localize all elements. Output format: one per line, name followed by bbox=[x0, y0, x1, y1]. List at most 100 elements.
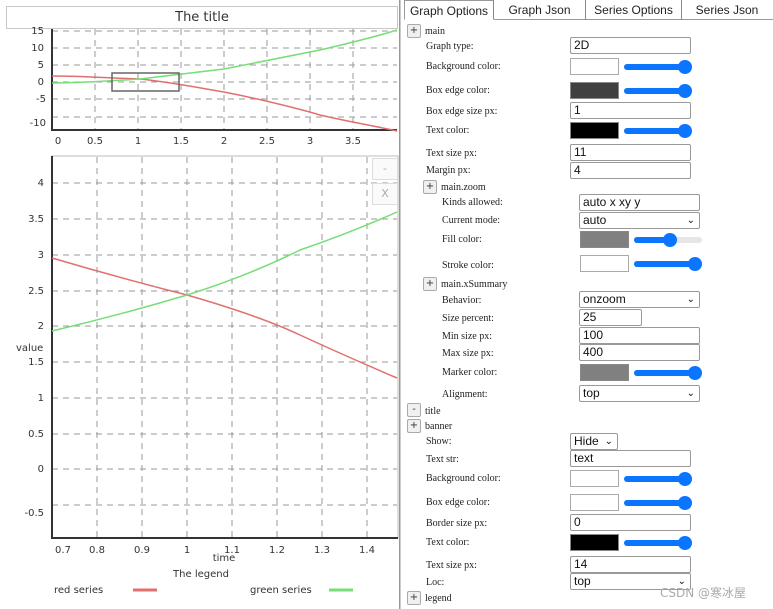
red-series-line bbox=[51, 257, 398, 379]
legend-label-red: red series bbox=[54, 585, 103, 596]
main-chart[interactable]: 4 3.5 3 2.5 2 1.5 1 0.5 0 -0.5 value 0.7… bbox=[16, 155, 399, 564]
summary-y-tick: -10 bbox=[30, 118, 46, 129]
text-str-label: Text str: bbox=[426, 454, 459, 465]
chart-title: The title bbox=[6, 6, 398, 29]
graph-type-input[interactable]: 2D bbox=[570, 37, 691, 54]
min-size-input[interactable]: 100 bbox=[579, 327, 700, 344]
banner-background-opacity-slider[interactable] bbox=[624, 472, 692, 486]
border-size-input[interactable]: 0 bbox=[570, 514, 691, 531]
text-color-label: Text color: bbox=[426, 125, 470, 136]
current-mode-select[interactable]: auto ⌄ bbox=[579, 212, 700, 229]
banner-text-size-input[interactable]: 14 bbox=[570, 556, 691, 573]
main-y-tick: 0.5 bbox=[28, 429, 44, 440]
summary-y-tick: 5 bbox=[38, 60, 44, 71]
summary-y-tick: -5 bbox=[36, 94, 46, 105]
collapse-title-button[interactable]: - bbox=[407, 403, 421, 417]
max-size-label: Max size px: bbox=[442, 348, 494, 359]
chevron-down-icon: ⌄ bbox=[677, 576, 686, 587]
main-y-tick: 2.5 bbox=[28, 286, 44, 297]
text-str-input[interactable]: text bbox=[570, 450, 691, 467]
size-percent-input[interactable]: 25 bbox=[579, 309, 642, 326]
legend: The legend red series green series bbox=[54, 569, 353, 596]
box-edge-color-label: Box edge color: bbox=[426, 85, 490, 96]
behavior-select[interactable]: onzoom ⌄ bbox=[579, 291, 700, 308]
background-opacity-slider[interactable] bbox=[624, 60, 692, 74]
chevron-down-icon: ⌄ bbox=[686, 294, 695, 305]
banner-text-opacity-slider[interactable] bbox=[624, 536, 692, 550]
legend-title: The legend bbox=[172, 569, 229, 580]
marker-color-swatch[interactable] bbox=[580, 364, 629, 381]
tab-series-json[interactable]: Series Json bbox=[695, 3, 759, 17]
alignment-value: top bbox=[583, 386, 600, 400]
border-size-label: Border size px: bbox=[426, 518, 488, 529]
show-select[interactable]: Hide ⌄ bbox=[570, 433, 618, 450]
legend-label-green: green series bbox=[250, 585, 312, 596]
fill-opacity-slider[interactable] bbox=[634, 233, 702, 247]
main-x-tick: 1.2 bbox=[269, 545, 285, 556]
expand-banner-button[interactable]: + bbox=[407, 419, 421, 433]
text-color-swatch[interactable] bbox=[570, 122, 619, 139]
green-series-line bbox=[51, 211, 398, 332]
kinds-allowed-label: Kinds allowed: bbox=[442, 197, 503, 208]
graph-type-label: Graph type: bbox=[426, 41, 474, 52]
summary-x-tick: 1.5 bbox=[173, 136, 189, 147]
banner-text-color-label: Text color: bbox=[426, 537, 470, 548]
behavior-label: Behavior: bbox=[442, 295, 482, 306]
chevron-down-icon: ⌄ bbox=[686, 388, 695, 399]
panel-divider[interactable] bbox=[399, 0, 401, 609]
marker-color-label: Marker color: bbox=[442, 367, 498, 378]
main-y-tick: 1 bbox=[38, 393, 44, 404]
banner-box-edge-opacity-slider[interactable] bbox=[624, 496, 692, 510]
text-opacity-slider[interactable] bbox=[624, 124, 692, 138]
summary-y-tick: 0 bbox=[38, 77, 44, 88]
box-edge-size-input[interactable]: 1 bbox=[570, 102, 691, 119]
background-color-swatch[interactable] bbox=[570, 58, 619, 75]
stroke-opacity-slider[interactable] bbox=[634, 257, 702, 271]
box-edge-color-swatch[interactable] bbox=[570, 82, 619, 99]
banner-background-color-swatch[interactable] bbox=[570, 470, 619, 487]
fill-color-swatch[interactable] bbox=[580, 231, 629, 248]
alignment-select[interactable]: top ⌄ bbox=[579, 385, 700, 402]
summary-x-tick: 0 bbox=[55, 136, 61, 147]
summary-x-tick: 3.5 bbox=[345, 136, 361, 147]
margin-input[interactable]: 4 bbox=[570, 162, 691, 179]
loc-select[interactable]: top ⌄ bbox=[570, 573, 691, 590]
min-size-label: Min size px: bbox=[442, 331, 492, 342]
current-mode-value: auto bbox=[583, 213, 607, 227]
banner-box-edge-color-swatch[interactable] bbox=[570, 494, 619, 511]
tab-graph-json[interactable]: Graph Json bbox=[494, 0, 586, 20]
expand-legend-button[interactable]: + bbox=[407, 591, 421, 605]
summary-x-tick: 2 bbox=[221, 136, 227, 147]
banner-text-color-swatch[interactable] bbox=[570, 534, 619, 551]
main-x-tick: 1.4 bbox=[359, 545, 375, 556]
chart-close-button[interactable]: X bbox=[372, 183, 398, 205]
main-x-tick: 0.9 bbox=[134, 545, 150, 556]
size-percent-label: Size percent: bbox=[442, 313, 494, 324]
tab-graph-options[interactable]: Graph Options bbox=[404, 0, 494, 20]
box-edge-opacity-slider[interactable] bbox=[624, 84, 692, 98]
chevron-down-icon: ⌄ bbox=[604, 436, 613, 447]
show-value: Hide bbox=[574, 434, 599, 448]
chart-minimize-button[interactable]: - bbox=[372, 158, 398, 180]
options-panel: Graph Options Graph Json Series Options … bbox=[402, 0, 773, 609]
marker-opacity-slider[interactable] bbox=[634, 366, 702, 380]
tab-series-options[interactable]: Series Options bbox=[586, 0, 682, 20]
loc-value: top bbox=[574, 574, 591, 588]
main-x-tick: 1.3 bbox=[314, 545, 330, 556]
y-axis-label: value bbox=[16, 343, 43, 354]
summary-y-tick: 15 bbox=[31, 26, 44, 37]
stroke-color-label: Stroke color: bbox=[442, 260, 494, 271]
zoom-box-marker bbox=[111, 72, 180, 92]
stroke-color-swatch[interactable] bbox=[580, 255, 629, 272]
summary-chart[interactable]: 15 10 5 0 -5 -10 0 0.5 1 1.5 2 2.5 3 3.5 bbox=[30, 26, 398, 147]
main-x-tick: 0.8 bbox=[89, 545, 105, 556]
kinds-allowed-input[interactable]: auto x xy y bbox=[579, 194, 700, 211]
expand-xsummary-button[interactable]: + bbox=[423, 277, 437, 291]
expand-zoom-button[interactable]: + bbox=[423, 180, 437, 194]
banner-text-size-label: Text size px: bbox=[426, 560, 477, 571]
chart-canvas[interactable]: 15 10 5 0 -5 -10 0 0.5 1 1.5 2 2.5 3 3.5 bbox=[0, 0, 400, 609]
expand-main-button[interactable]: + bbox=[407, 24, 421, 38]
max-size-input[interactable]: 400 bbox=[579, 344, 700, 361]
text-size-input[interactable]: 11 bbox=[570, 144, 691, 161]
section-zoom-label: main.zoom bbox=[441, 182, 486, 193]
